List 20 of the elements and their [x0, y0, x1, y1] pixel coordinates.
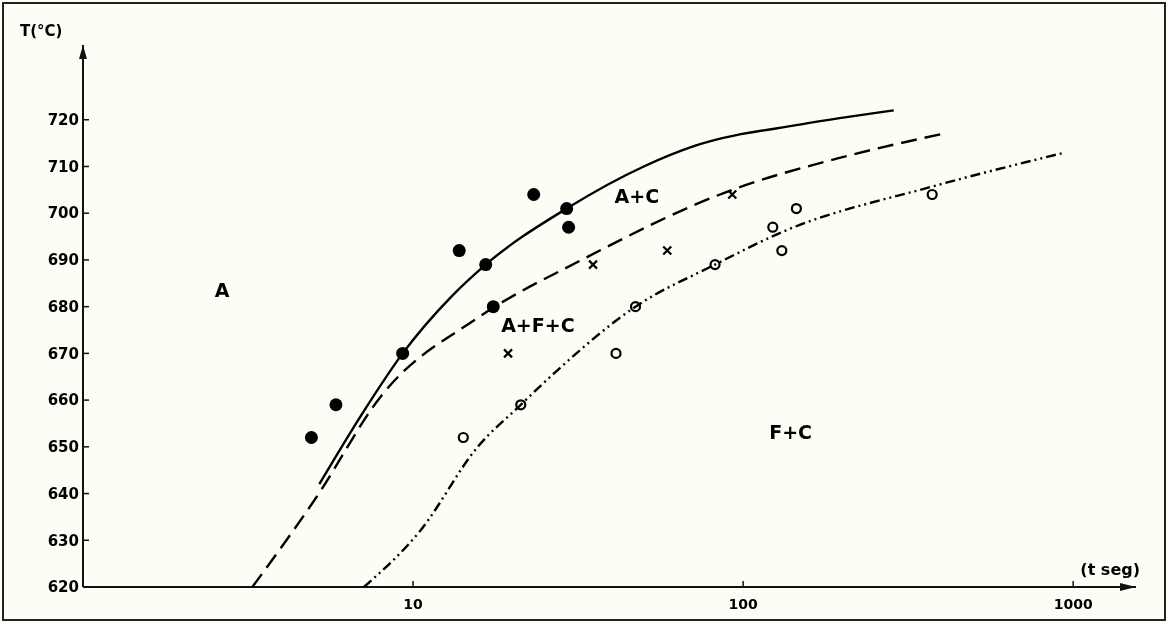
y-axis-title: T(°C) — [20, 22, 63, 40]
y-tick-label: 660 — [47, 391, 79, 410]
y-tick-label: 700 — [47, 204, 79, 223]
x-tick-label: 1000 — [1053, 596, 1093, 612]
y-tick-label: 670 — [47, 344, 79, 363]
y-tick-label: 630 — [47, 531, 79, 550]
annotation: A — [214, 279, 230, 302]
x-tick-label: 100 — [728, 596, 758, 612]
y-tick-label: 680 — [47, 297, 79, 316]
y-tick-label: 640 — [47, 484, 79, 503]
y-tick-label: 690 — [47, 251, 79, 270]
y-tick-label: 710 — [47, 157, 79, 176]
y-tick-label: 650 — [47, 438, 79, 457]
annotation: A+C — [614, 185, 660, 208]
x-tick-label: 10 — [403, 596, 424, 612]
y-tick-label: 620 — [47, 578, 79, 597]
y-tick-label: 720 — [47, 111, 79, 130]
annotation: A+F+C — [501, 313, 575, 336]
x-axis-title: (t seg) — [1080, 560, 1140, 579]
annotation: F+C — [769, 421, 813, 444]
